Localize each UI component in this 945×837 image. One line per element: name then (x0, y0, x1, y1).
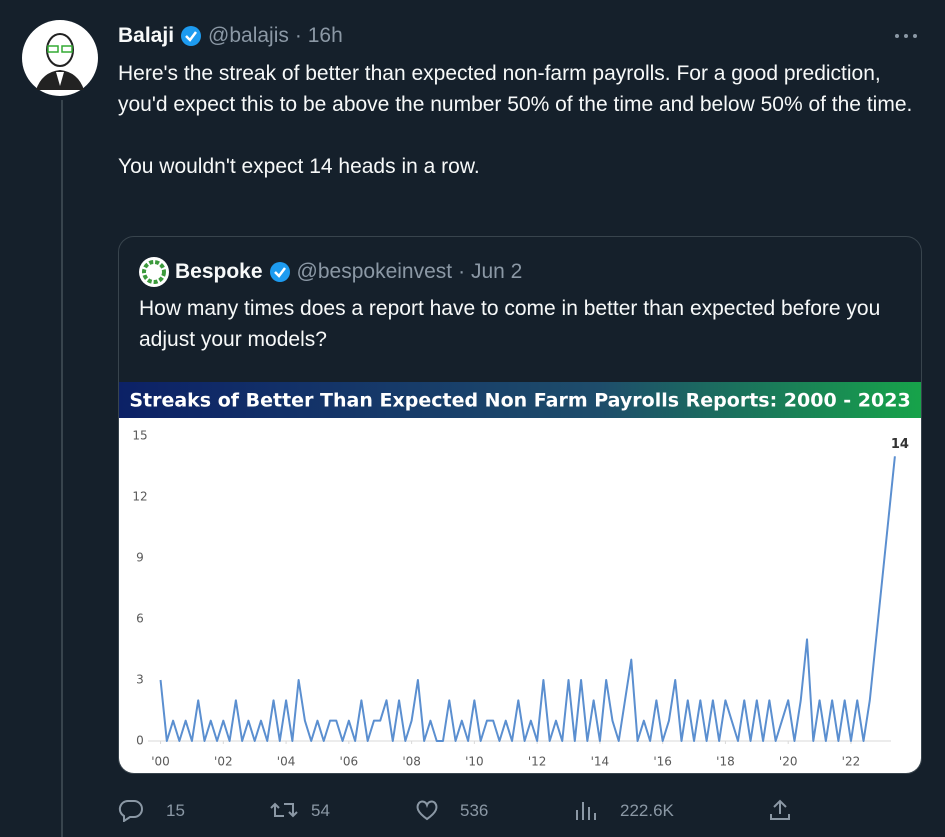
thread-line (61, 100, 63, 837)
reply-icon[interactable] (118, 798, 144, 822)
chart-title: Streaks of Better Than Expected Non Farm… (129, 390, 910, 412)
quote-text: How many times does a report have to com… (139, 297, 881, 351)
paragraph: You wouldn't expect 14 heads in a row. (118, 155, 480, 178)
x-tick-label: '00 (151, 755, 170, 769)
paragraph: Here's the streak of better than expecte… (118, 62, 913, 116)
verified-badge (181, 26, 202, 46)
reply-count[interactable]: 15 (166, 801, 185, 820)
like-count[interactable]: 536 (460, 801, 489, 820)
data-label: 14 (891, 437, 909, 452)
action-bar: 15 54 536 222.6K (118, 796, 798, 824)
retweet-count[interactable]: 54 (311, 801, 330, 820)
avatar[interactable] (22, 20, 98, 96)
y-tick-label: 15 (132, 429, 147, 443)
quote-date[interactable]: · Jun 2 (458, 260, 523, 283)
y-tick-label: 6 (136, 612, 144, 626)
x-tick-label: '16 (653, 755, 672, 769)
author-handle[interactable]: @balajis (208, 24, 289, 47)
x-tick-label: '04 (277, 755, 296, 769)
x-tick-label: '08 (402, 755, 421, 769)
retweet-icon[interactable] (270, 798, 298, 822)
x-tick-label: '18 (716, 755, 735, 769)
tweet-time[interactable]: · 16h (294, 24, 343, 47)
author-name[interactable]: Balaji (118, 24, 175, 47)
quote-author[interactable]: Bespoke (175, 260, 263, 283)
data-line (159, 456, 896, 742)
quote-handle[interactable]: @bespokeinvest (296, 260, 453, 283)
y-tick-label: 9 (136, 551, 144, 565)
x-tick-label: '20 (779, 755, 798, 769)
verified-badge (269, 262, 290, 282)
chart: Streaks of Better Than Expected Non Farm… (119, 382, 921, 773)
views-icon[interactable] (574, 798, 598, 822)
quote-tweet[interactable]: Bespoke @bespokeinvest · Jun 2 How many … (118, 236, 922, 774)
x-tick-label: '22 (842, 755, 861, 769)
tweet-text: Here's the streak of better than expecte… (118, 58, 923, 182)
x-tick-label: '14 (591, 755, 610, 769)
views-count[interactable]: 222.6K (620, 801, 674, 820)
x-tick-label: '10 (465, 755, 484, 769)
y-tick-label: 0 (136, 734, 144, 748)
share-icon[interactable] (768, 798, 792, 822)
title-band (119, 382, 921, 418)
quote-avatar (139, 257, 169, 287)
tweet-header: Balaji @balajis · 16h (118, 24, 343, 48)
y-tick-label: 12 (132, 490, 147, 504)
x-tick-label: '06 (340, 755, 359, 769)
quote-header: Bespoke @bespokeinvest · Jun 2 (139, 257, 522, 287)
y-tick-label: 3 (136, 673, 144, 687)
more-menu[interactable] (893, 30, 919, 42)
x-tick-label: '12 (528, 755, 547, 769)
x-tick-label: '02 (214, 755, 233, 769)
like-icon[interactable] (414, 798, 440, 822)
